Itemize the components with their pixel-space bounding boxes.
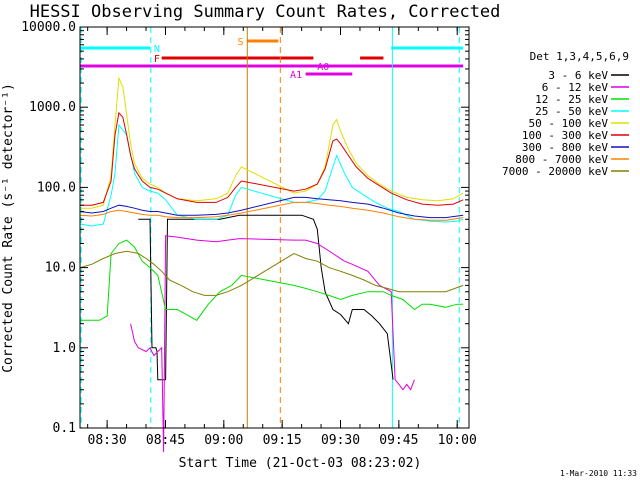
- legend-label-0: 3 - 6 keV: [548, 69, 608, 82]
- y-tick-label-4: 1000.0: [29, 100, 76, 115]
- legend-label-5: 100 - 300 keV: [522, 129, 608, 142]
- y-tick-label-2: 10.0: [45, 261, 76, 276]
- y-tick-label-0: 0.1: [53, 421, 76, 436]
- flag-bars: N S F A0 A1: [80, 37, 464, 81]
- legend-label-1: 6 - 12 keV: [542, 81, 609, 94]
- legend-label-2: 12 - 25 keV: [535, 93, 608, 106]
- plot-frame: [79, 26, 470, 429]
- flag-label-4: A1: [290, 70, 302, 81]
- series-line-2: [80, 239, 464, 321]
- x-axis-label: Start Time (21-Oct-03 08:23:02): [179, 456, 422, 471]
- x-tick-label-2: 09:00: [204, 433, 243, 448]
- series-line-1: [130, 235, 415, 453]
- series-line-6: [79, 196, 464, 219]
- x-tick-label-6: 10:00: [438, 433, 477, 448]
- x-tick-label-5: 09:45: [379, 433, 418, 448]
- legend-label-3: 25 - 50 keV: [535, 105, 608, 118]
- flag-label-2: F: [154, 54, 160, 65]
- series-line-8: [79, 250, 464, 296]
- legend-label-6: 300 - 800 keV: [522, 141, 608, 154]
- x-axis: 08:30 08:45 09:00 09:15 09:30 09:45 10:00: [87, 27, 477, 448]
- legend-label-4: 50 - 100 keV: [529, 117, 609, 130]
- flag-label-0: N: [154, 44, 160, 55]
- series-line-3: [79, 123, 464, 227]
- y-axis-label: Corrected Count Rate (s⁻¹ detector⁻¹): [1, 83, 16, 373]
- x-tick-label-1: 08:45: [146, 433, 185, 448]
- series-line-7: [79, 201, 464, 221]
- legend-label-7: 800 - 7000 keV: [515, 153, 608, 166]
- x-tick-label-3: 09:15: [263, 433, 302, 448]
- series-lines: [79, 76, 464, 453]
- y-tick-label-5: 10000.0: [21, 20, 76, 35]
- legend-title: Det 1,3,4,5,6,9: [530, 50, 629, 63]
- x-tick-label-4: 09:30: [321, 433, 360, 448]
- y-tick-label-3: 100.0: [37, 180, 76, 195]
- series-line-4: [80, 76, 464, 209]
- series-line-0: [138, 214, 394, 381]
- timestamp: 1-Mar-2010 11:33: [560, 469, 637, 478]
- flag-label-1: S: [238, 37, 244, 48]
- vertical-markers: [80, 27, 460, 428]
- y-axis: 0.1 1.0 10.0 100.0 1000.0 10000.0: [21, 20, 469, 436]
- flag-label-3: A0: [317, 62, 329, 73]
- chart-title: HESSI Observing Summary Count Rates, Cor…: [30, 2, 501, 22]
- series-line-5: [80, 111, 464, 206]
- x-tick-label-0: 08:30: [88, 433, 127, 448]
- y-tick-label-1: 1.0: [53, 341, 76, 356]
- legend-label-8: 7000 - 20000 keV: [502, 165, 608, 178]
